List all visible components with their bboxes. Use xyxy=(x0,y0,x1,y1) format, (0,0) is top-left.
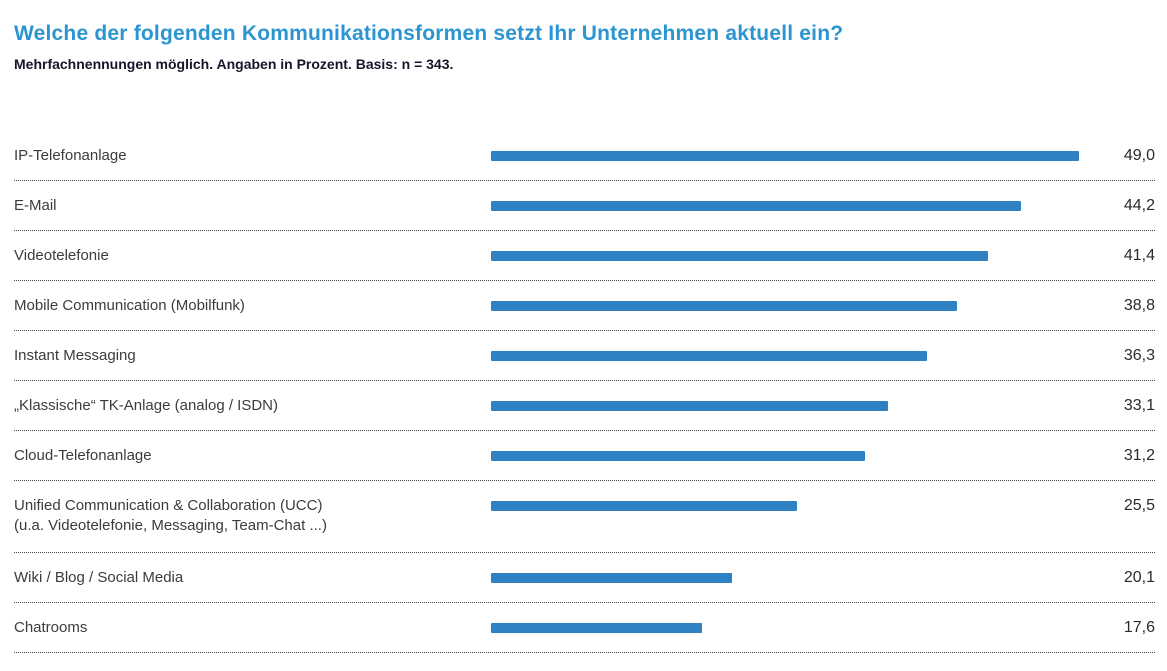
bar-track xyxy=(491,346,1097,366)
chart-row: Videotelefonie 41,4 xyxy=(14,231,1155,281)
bar-track xyxy=(491,196,1097,216)
category-label: IP-Telefonanlage xyxy=(14,146,491,166)
value-label: 38,8 xyxy=(1123,297,1155,314)
value-label: 36,3 xyxy=(1123,347,1155,364)
category-label: „Klassische“ TK-Anlage (analog / ISDN) xyxy=(14,396,491,416)
chart-row: Cloud-Telefonanlage 31,2 xyxy=(14,431,1155,481)
chart-row: Chatrooms 17,6 xyxy=(14,603,1155,653)
chart-row: Wiki / Blog / Social Media 20,1 xyxy=(14,553,1155,603)
category-label-main: Mobile Communication (Mobilfunk) xyxy=(14,297,245,314)
category-label-main: Wiki / Blog / Social Media xyxy=(14,569,184,586)
value-bar xyxy=(491,251,988,261)
chart-row: Mobile Communication (Mobilfunk) 38,8 xyxy=(14,281,1155,331)
category-label: E-Mail xyxy=(14,196,491,216)
value-label: 44,2 xyxy=(1123,197,1155,214)
category-label-main: E-Mail xyxy=(14,197,57,214)
category-label: Cloud-Telefonanlage xyxy=(14,446,491,466)
bar-track xyxy=(491,396,1097,416)
chart-row: Unified Communication & Collaboration (U… xyxy=(14,481,1155,553)
chart-subtitle: Mehrfachnennungen möglich. Angaben in Pr… xyxy=(14,56,454,72)
value-label: 31,2 xyxy=(1123,447,1155,464)
survey-chart-page: Welche der folgenden Kommunikationsforme… xyxy=(14,22,1155,653)
category-label-main: IP-Telefonanlage xyxy=(14,147,127,164)
category-label-main: Videotelefonie xyxy=(14,247,109,264)
value-label: 49,0 xyxy=(1123,147,1155,164)
bar-track xyxy=(491,568,1097,588)
category-label-main: Cloud-Telefonanlage xyxy=(14,447,152,464)
value-label: 25,5 xyxy=(1123,497,1155,514)
category-label-main: Instant Messaging xyxy=(14,347,136,364)
category-label: Mobile Communication (Mobilfunk) xyxy=(14,296,491,316)
chart-row: „Klassische“ TK-Anlage (analog / ISDN) 3… xyxy=(14,381,1155,431)
category-label-main: „Klassische“ TK-Anlage (analog / ISDN) xyxy=(14,397,278,414)
value-bar xyxy=(491,301,957,311)
category-label: Wiki / Blog / Social Media xyxy=(14,568,491,588)
category-label: Chatrooms xyxy=(14,618,491,638)
bar-track xyxy=(491,246,1097,266)
value-bar xyxy=(491,623,703,633)
value-label: 17,6 xyxy=(1123,619,1155,636)
category-label-main: Unified Communication & Collaboration (U… xyxy=(14,497,323,514)
bar-track xyxy=(491,146,1097,166)
bar-track xyxy=(491,446,1097,466)
value-bar xyxy=(491,501,797,511)
bar-track xyxy=(491,618,1097,638)
value-bar xyxy=(491,151,1079,161)
category-label-main: Chatrooms xyxy=(14,619,88,636)
value-bar xyxy=(491,201,1022,211)
value-label: 20,1 xyxy=(1123,569,1155,586)
category-label: Instant Messaging xyxy=(14,346,491,366)
bar-track xyxy=(491,496,1097,516)
category-label: Videotelefonie xyxy=(14,246,491,266)
bar-chart: IP-Telefonanlage 49,0 E-Mail 44,2 Videot… xyxy=(14,131,1155,653)
chart-title: Welche der folgenden Kommunikationsforme… xyxy=(14,22,844,45)
value-bar xyxy=(491,451,866,461)
value-bar xyxy=(491,573,733,583)
category-label-sub: (u.a. Videotelefonie, Messaging, Team-Ch… xyxy=(14,517,327,534)
value-bar xyxy=(491,401,889,411)
chart-row: E-Mail 44,2 xyxy=(14,181,1155,231)
category-label: Unified Communication & Collaboration (U… xyxy=(14,496,491,536)
value-label: 33,1 xyxy=(1123,397,1155,414)
chart-row: Instant Messaging 36,3 xyxy=(14,331,1155,381)
bar-track xyxy=(491,296,1097,316)
value-bar xyxy=(491,351,927,361)
chart-row: IP-Telefonanlage 49,0 xyxy=(14,131,1155,181)
value-label: 41,4 xyxy=(1123,247,1155,264)
